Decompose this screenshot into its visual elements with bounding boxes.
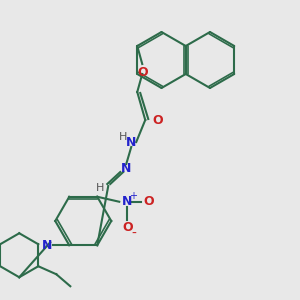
Text: N: N bbox=[121, 163, 131, 176]
Text: -: - bbox=[132, 227, 137, 241]
Text: H: H bbox=[119, 132, 128, 142]
Text: O: O bbox=[122, 221, 133, 234]
Text: O: O bbox=[152, 113, 163, 127]
Text: N: N bbox=[42, 239, 52, 252]
Text: +: + bbox=[129, 191, 137, 201]
Text: N: N bbox=[122, 195, 132, 208]
Text: O: O bbox=[143, 195, 154, 208]
Text: O: O bbox=[137, 66, 148, 79]
Text: N: N bbox=[126, 136, 136, 148]
Text: H: H bbox=[96, 183, 104, 193]
